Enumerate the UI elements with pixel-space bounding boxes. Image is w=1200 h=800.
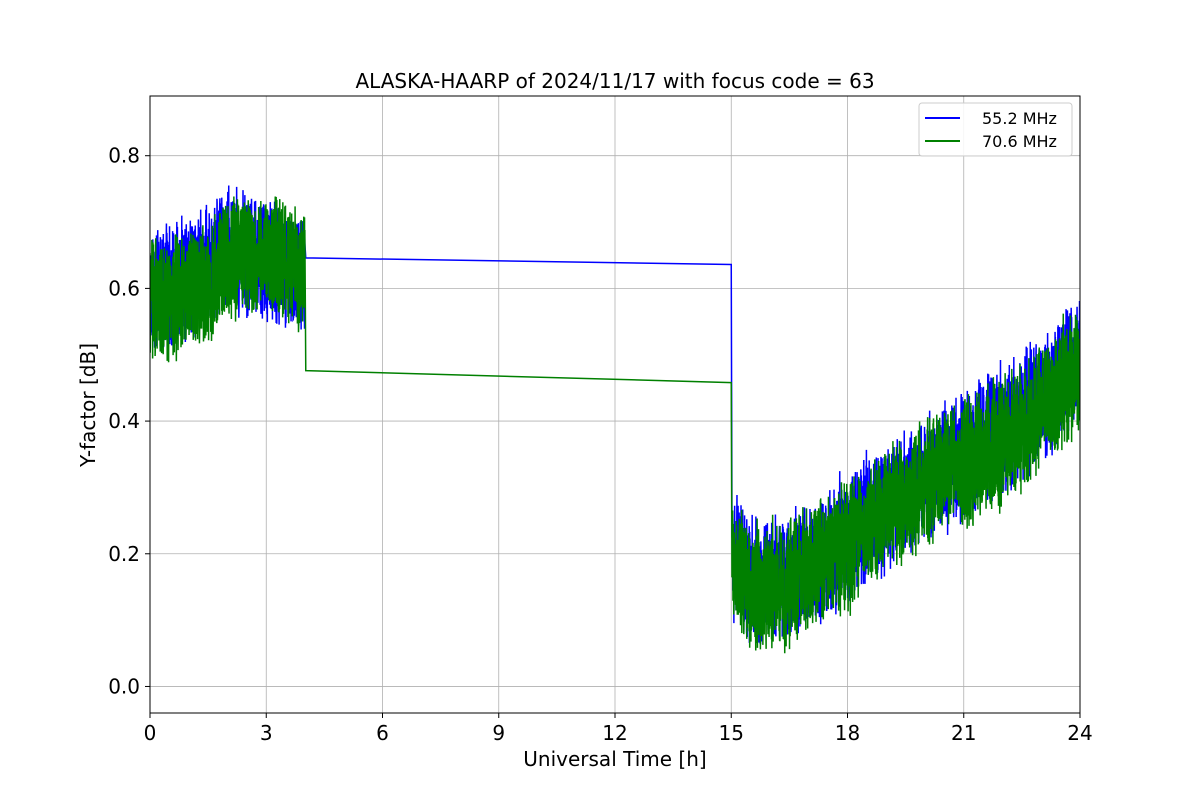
x-tick-label: 12 — [602, 721, 627, 745]
x-tick-label: 0 — [144, 721, 157, 745]
legend-label: 55.2 MHz — [982, 109, 1057, 128]
x-tick-label: 3 — [260, 721, 273, 745]
x-tick-label: 15 — [719, 721, 744, 745]
y-axis-label: Y-factor [dB] — [76, 343, 100, 468]
series-line-2 — [150, 196, 1080, 654]
y-tick-label: 0.0 — [108, 674, 140, 698]
legend: 55.2 MHz 70.6 MHz — [918, 102, 1073, 157]
x-tick-label: 6 — [376, 721, 389, 745]
x-tick-label: 18 — [835, 721, 860, 745]
legend-box — [918, 102, 1073, 157]
x-tick-label: 9 — [492, 721, 505, 745]
y-tick-label: 0.6 — [108, 276, 140, 300]
y-tick-label: 0.4 — [108, 409, 140, 433]
y-tick-label: 0.8 — [108, 144, 140, 168]
chart-title: ALASKA-HAARP of 2024/11/17 with focus co… — [355, 69, 874, 93]
legend-label: 70.6 MHz — [982, 132, 1057, 151]
y-tick-label: 0.2 — [108, 542, 140, 566]
axis-ticks: 0 3 6 9 12 15 18 21 24 0.0 0.2 0.4 0.6 0.8 — [108, 144, 1093, 745]
x-tick-label: 21 — [951, 721, 976, 745]
x-axis-label: Universal Time [h] — [523, 747, 706, 771]
x-tick-label: 24 — [1067, 721, 1092, 745]
plot-lines — [150, 185, 1080, 654]
